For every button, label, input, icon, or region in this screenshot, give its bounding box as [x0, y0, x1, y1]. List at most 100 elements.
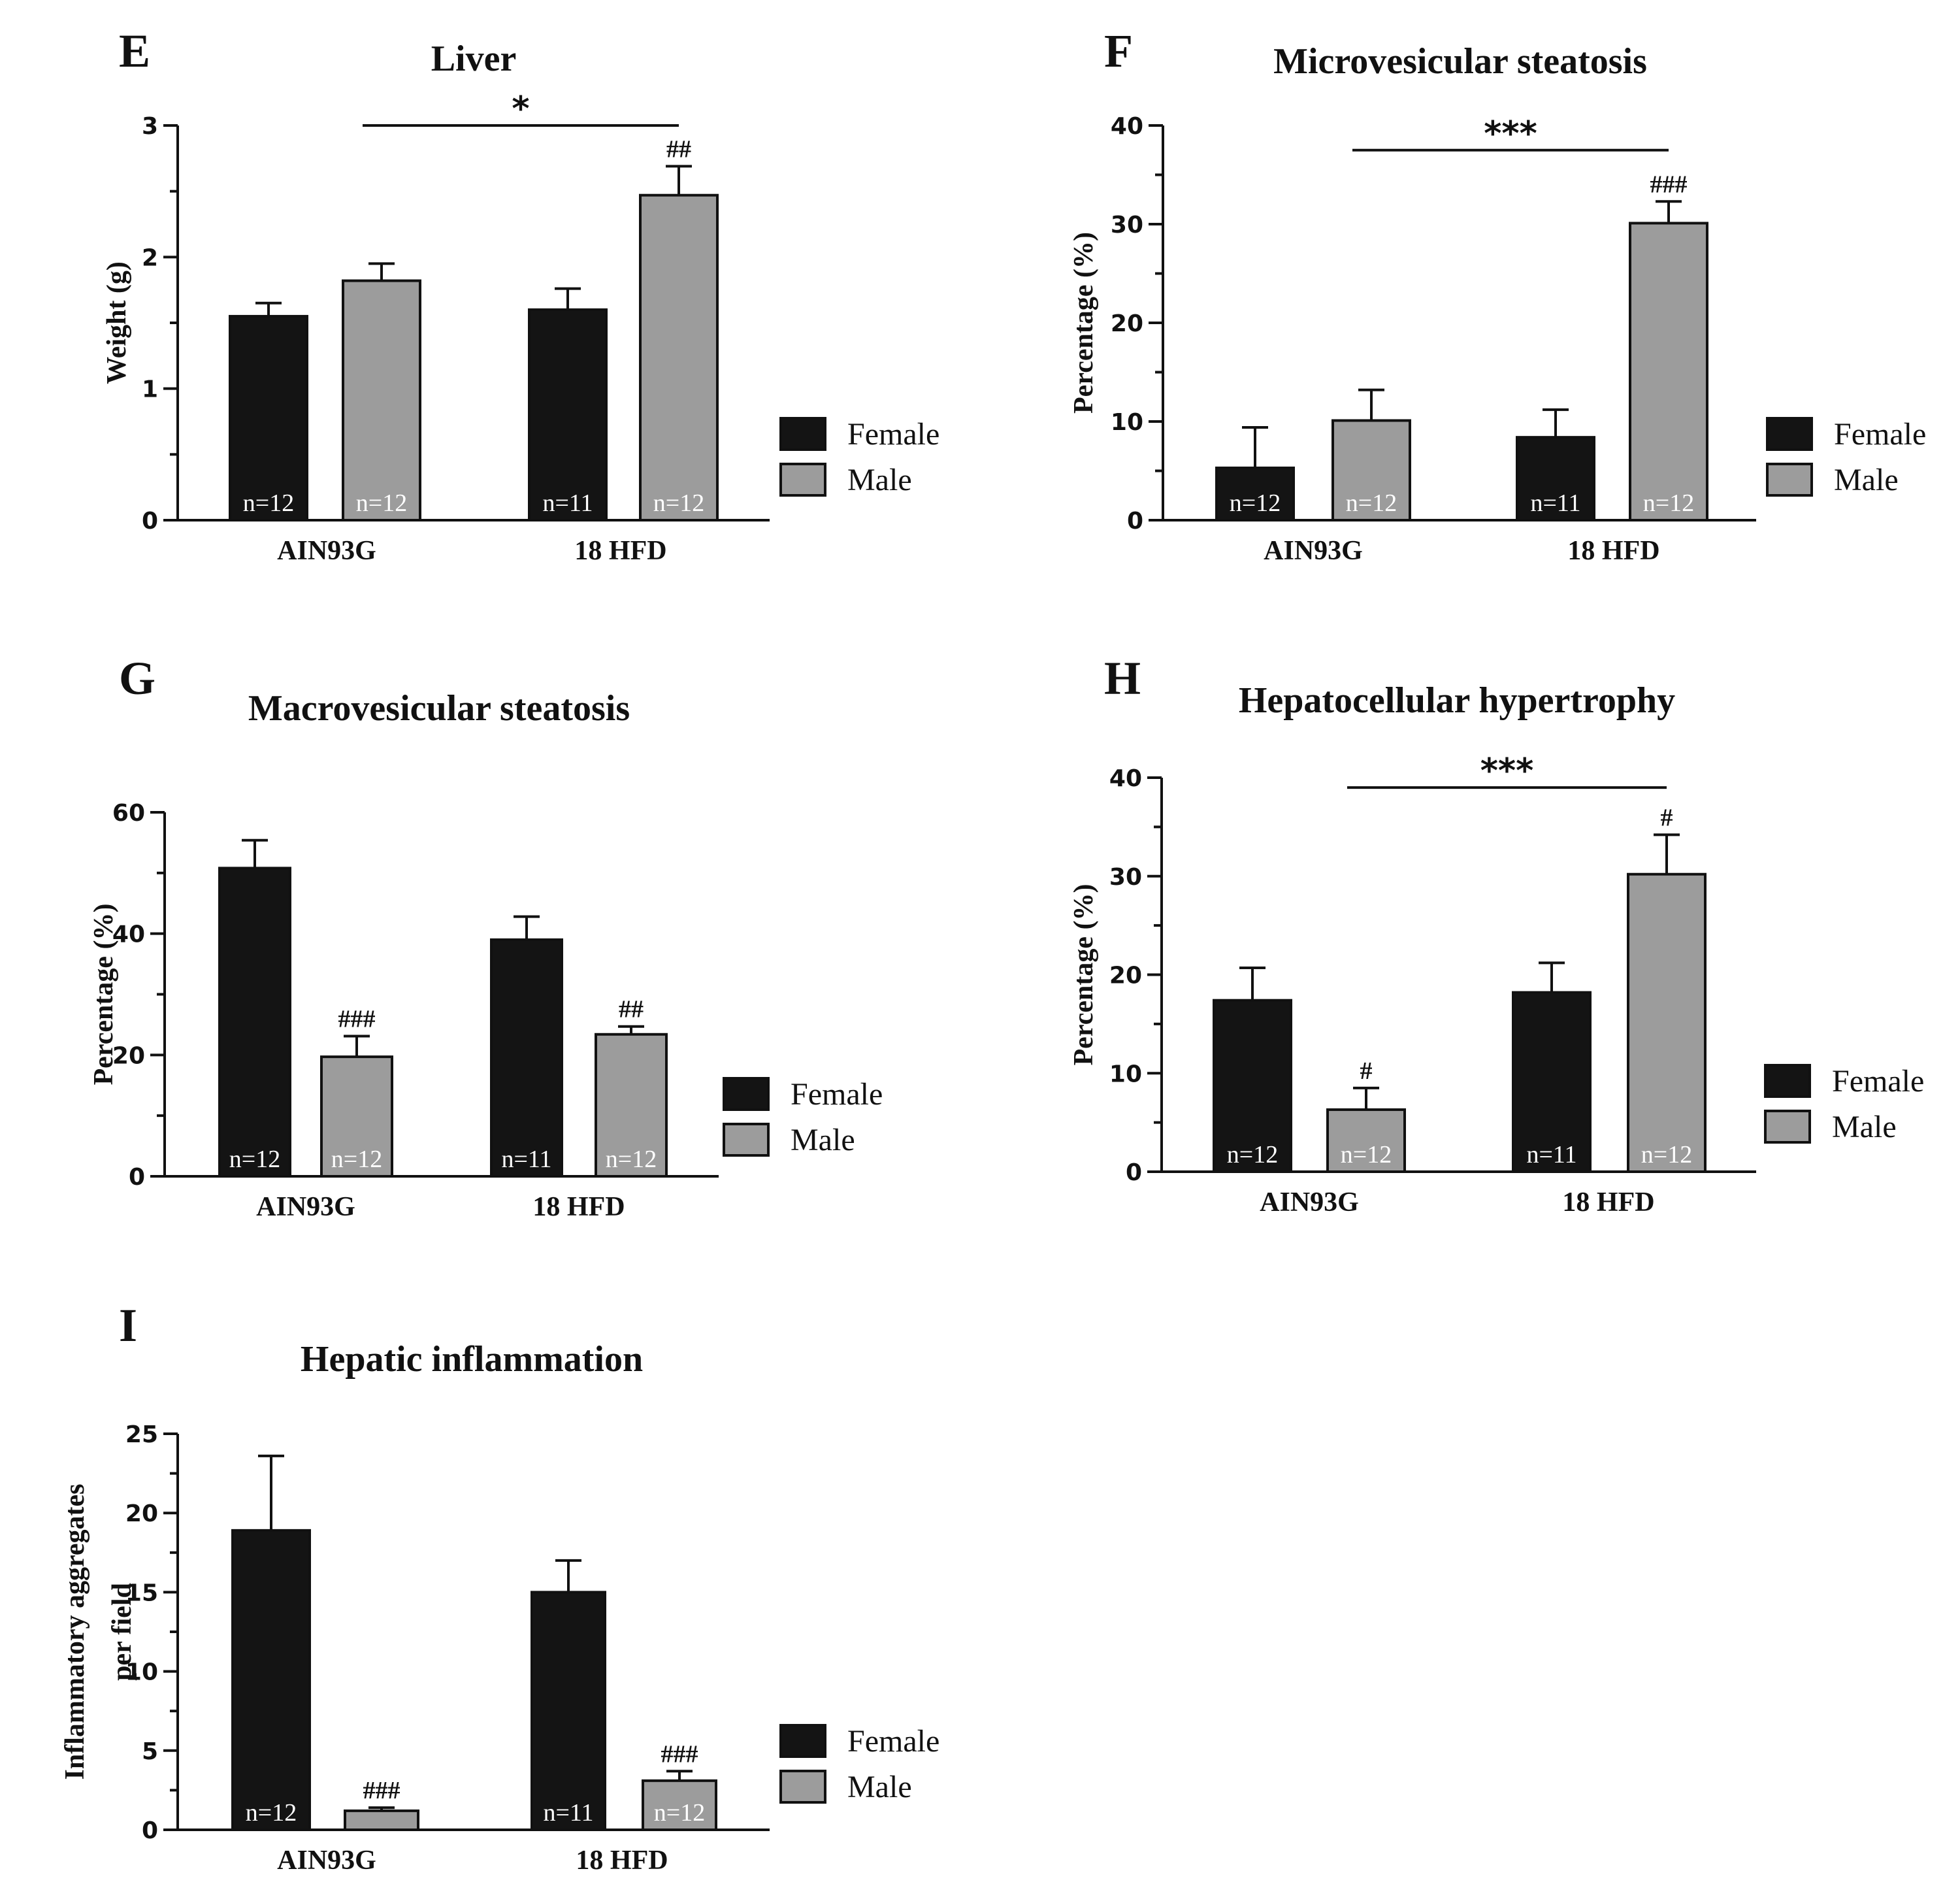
panel-letter: G	[119, 652, 155, 704]
bar-male-18hfd	[642, 1779, 717, 1831]
y-tick-label: 3	[142, 113, 158, 140]
chart-title: Microvesicular steatosis	[1273, 41, 1647, 82]
legend-swatch-male	[1764, 1110, 1811, 1144]
n-label: n=12	[1346, 489, 1397, 517]
bar-male-ain93g	[344, 1809, 419, 1832]
n-label: n=12	[1230, 489, 1281, 517]
x-tick-label: 18 HFD	[574, 536, 666, 566]
panel-letter: E	[119, 25, 150, 77]
bar-female-ain93g	[229, 314, 308, 521]
bar-female-18hfd	[1512, 991, 1592, 1173]
comparison-star: ***	[1484, 114, 1537, 154]
bar-male-ain93g	[1331, 419, 1411, 521]
legend-label-female: Female	[1834, 417, 1926, 452]
y-tick-label: 5	[142, 1738, 158, 1765]
n-label: n=12	[1643, 489, 1694, 517]
x-tick-label: AIN93G	[256, 1192, 355, 1222]
legend-label-female: Female	[847, 1724, 939, 1759]
chart-title: Hepatocellular hypertrophy	[1239, 680, 1675, 721]
n-label: n=12	[246, 1799, 297, 1827]
legend-swatch-male	[779, 463, 826, 497]
n-label: n=12	[653, 489, 704, 517]
bar-male-ain93g	[1326, 1108, 1406, 1173]
x-tick-label: AIN93G	[277, 1845, 376, 1876]
bar-male-18hfd	[1629, 222, 1708, 521]
bar-female-18hfd	[531, 1591, 606, 1831]
bar-male-18hfd	[639, 193, 719, 521]
bar-female-18hfd	[528, 308, 608, 521]
y-tick-label: 40	[112, 921, 145, 948]
y-axis-label: Inflammatory aggregates	[60, 1484, 90, 1780]
n-label: n=11	[1530, 489, 1580, 517]
panel-letter: F	[1104, 25, 1133, 77]
legend-label-female: Female	[791, 1077, 883, 1112]
legend-label-female: Female	[847, 417, 939, 452]
bar-female-ain93g	[1213, 999, 1292, 1173]
significance-mark: ###	[363, 1777, 400, 1804]
panel-letter: I	[119, 1299, 137, 1351]
n-label: n=12	[1341, 1141, 1392, 1168]
significance-mark: #	[1661, 804, 1673, 831]
chart-title: Hepatic inflammation	[301, 1339, 643, 1380]
bar-male-ain93g	[320, 1055, 393, 1178]
y-axis-label: Percentage (%)	[1069, 884, 1099, 1066]
legend-label-male: Male	[847, 1770, 912, 1804]
bar-female-18hfd	[490, 938, 563, 1178]
y-tick-label: 40	[1109, 765, 1142, 792]
legend-label-male: Male	[1834, 463, 1899, 497]
chart-title: Liver	[431, 39, 517, 79]
y-axis-label: Percentage (%)	[1069, 232, 1099, 414]
n-label: n=12	[606, 1146, 657, 1173]
x-tick-label: AIN93G	[277, 536, 376, 566]
panel-h: H Hepatocellular hypertrophy 0 10 20 30 40 Perc…	[1069, 652, 1924, 1217]
y-tick-label: 20	[1109, 963, 1142, 989]
n-label: n=12	[356, 489, 407, 517]
legend-swatch-male	[723, 1123, 770, 1157]
y-tick-label: 15	[125, 1580, 158, 1606]
y-tick-label: 40	[1111, 113, 1143, 140]
significance-mark: #	[1360, 1057, 1373, 1085]
y-tick-label: 2	[142, 244, 158, 271]
x-tick-label: 18 HFD	[1567, 536, 1659, 566]
y-tick-label: 0	[129, 1164, 145, 1191]
y-axis-label: per field	[107, 1583, 137, 1681]
panel-letter: H	[1104, 652, 1141, 704]
panel-e: E Liver 0 1 2 3 Weight (g) n=12 n=12 AIN93G n=11 n=…	[102, 25, 939, 566]
x-tick-label: AIN93G	[1260, 1187, 1359, 1217]
x-tick-label: 18 HFD	[576, 1845, 668, 1876]
n-label: n=11	[542, 489, 593, 517]
significance-mark: ##	[666, 135, 691, 163]
y-tick-label: 60	[112, 800, 145, 827]
y-tick-label: 0	[142, 1817, 158, 1844]
significance-mark: ###	[1650, 171, 1688, 198]
n-label: n=12	[229, 1146, 280, 1173]
bar-female-ain93g	[231, 1529, 311, 1831]
y-tick-label: 30	[1109, 864, 1142, 891]
significance-mark: ###	[661, 1740, 698, 1768]
y-tick-label: 0	[142, 508, 158, 535]
panel-g: G Macrovesicular steatosis 0 20 40 60 Percenta…	[89, 652, 883, 1222]
legend-swatch-female	[779, 1724, 826, 1758]
panel-f: F Microvesicular steatosis 0 10 20 30 40 Percen…	[1069, 25, 1926, 566]
legend-label-male: Male	[847, 463, 912, 497]
y-tick-label: 20	[125, 1500, 158, 1527]
bar-female-18hfd	[1516, 436, 1595, 521]
y-axis-label: Percentage (%)	[89, 904, 119, 1085]
x-tick-label: AIN93G	[1264, 536, 1363, 566]
y-tick-label: 25	[125, 1421, 158, 1448]
y-tick-label: 0	[1127, 508, 1143, 535]
n-label: n=11	[501, 1146, 551, 1173]
n-label: n=11	[543, 1799, 593, 1827]
y-tick-label: 10	[125, 1659, 158, 1686]
n-label: n=12	[331, 1146, 382, 1173]
y-tick-label: 20	[1111, 310, 1143, 337]
legend-label-male: Male	[791, 1123, 855, 1157]
legend-label-male: Male	[1832, 1110, 1897, 1144]
n-label: n=12	[654, 1799, 705, 1827]
bar-female-ain93g	[1215, 466, 1295, 521]
y-tick-label: 0	[1126, 1159, 1142, 1186]
bar-male-18hfd	[595, 1033, 668, 1178]
legend-swatch-male	[779, 1770, 826, 1804]
x-tick-label: 18 HFD	[532, 1192, 625, 1222]
